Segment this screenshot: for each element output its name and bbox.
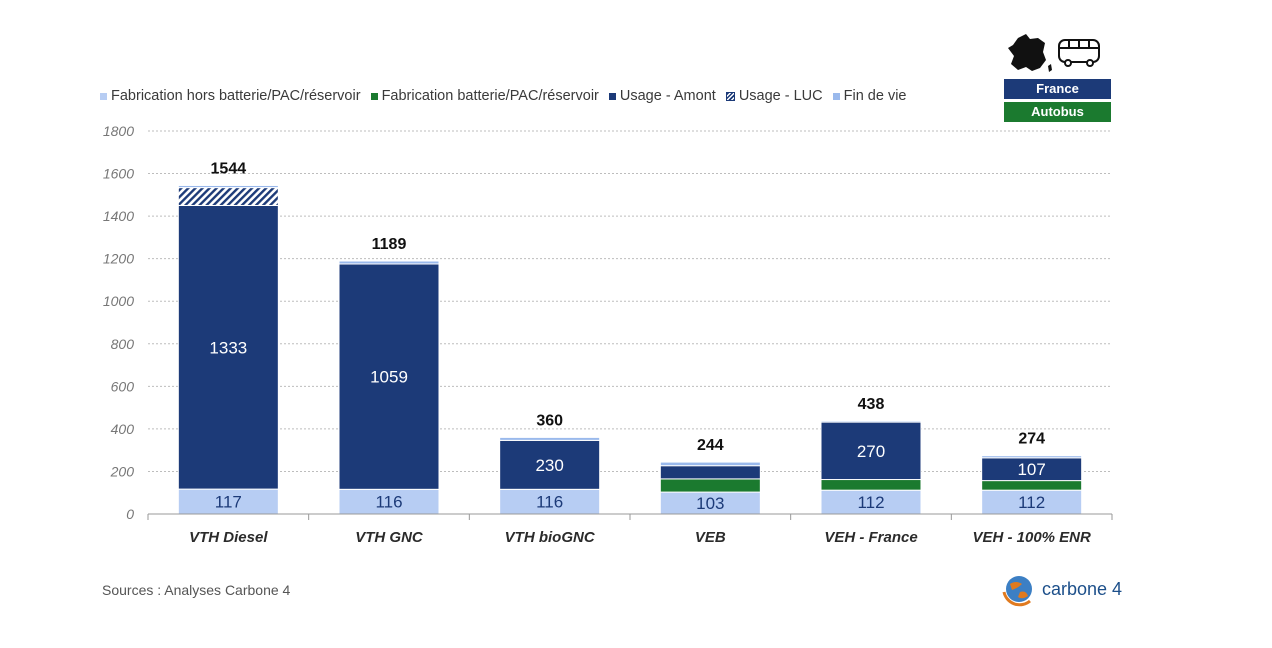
legend-item: Usage - LUC <box>725 88 823 104</box>
total-label: 274 <box>1018 431 1045 448</box>
data-label: 230 <box>535 456 563 475</box>
total-label: 1544 <box>211 160 247 177</box>
bar-segment-usage-amont-vth-diesel <box>177 204 279 490</box>
bar-segment-fin-de-vie-veh-france <box>820 420 922 423</box>
x-tick-label: VEH - 100% ENR <box>972 529 1091 546</box>
y-tick-label: 0 <box>126 506 134 522</box>
carbone4-logo: carbone 4 <box>1000 570 1122 608</box>
y-tick-label: 1000 <box>103 293 134 309</box>
legend-label: Usage - LUC <box>738 88 823 104</box>
x-tick-label: VTH Diesel <box>189 529 268 546</box>
data-label: 116 <box>375 493 402 512</box>
bus-icon <box>1058 39 1100 67</box>
y-tick-label: 800 <box>111 336 135 352</box>
data-label: 270 <box>857 442 885 461</box>
bar-segment-fabrication-batterie-pac-r-servoir-veb <box>659 478 761 493</box>
bar-segment-usage-luc-vth-diesel <box>177 187 279 206</box>
bar-segment-fin-de-vie-vth-biognc <box>499 436 601 441</box>
legend-label: Fabrication batterie/PAC/réservoir <box>381 88 599 104</box>
bar-segment-usage-amont-veb <box>659 465 761 480</box>
x-tick-label: VEH - France <box>824 529 917 546</box>
legend-swatch-fabrication-hors-batterie <box>100 92 107 100</box>
vehicle-badge: Autobus <box>1004 102 1111 122</box>
legend-swatch-usage-amont <box>608 92 616 100</box>
bar-segment-fin-de-vie-vth-gnc <box>338 260 440 265</box>
x-tick-label: VTH GNC <box>355 529 424 546</box>
carbone4-globe-icon <box>1002 576 1032 607</box>
bar-segment-fabrication-batterie-pac-r-servoir-veh-france <box>820 479 922 491</box>
legend-swatch-fin-de-vie <box>832 92 840 100</box>
legend-item: Fabrication batterie/PAC/réservoir <box>370 88 599 104</box>
y-tick-label: 400 <box>111 421 135 437</box>
data-label: 116 <box>536 493 563 512</box>
logo-text: carbone 4 <box>1042 578 1123 599</box>
legend-label: Fin de vie <box>843 88 907 104</box>
bar-segment-fabrication-batterie-pac-r-servoir-veh-100-enr <box>981 480 1083 491</box>
legend-swatch-usage-luc <box>725 91 735 101</box>
bar-segment-usage-amont-veh-france <box>820 421 922 481</box>
legend-label: Fabrication hors batterie/PAC/réservoir <box>111 88 361 104</box>
country-badge: France <box>1004 79 1111 99</box>
y-tick-label: 600 <box>111 378 135 394</box>
data-label: 117 <box>215 493 242 512</box>
context-icons <box>1004 30 1111 76</box>
data-label: 103 <box>696 494 724 513</box>
sources-note: Sources : Analyses Carbone 4 <box>102 582 291 598</box>
y-tick-label: 200 <box>110 463 135 479</box>
legend-label: Usage - Amont <box>619 88 716 104</box>
france-map-icon <box>1008 34 1052 72</box>
context-badges: France Autobus <box>1004 30 1111 122</box>
legend-item: Fabrication hors batterie/PAC/réservoir <box>100 88 361 104</box>
y-tick-label: 1400 <box>103 208 134 224</box>
legend-item: Usage - Amont <box>608 88 716 104</box>
y-tick-label: 1600 <box>103 166 134 182</box>
chart-legend: Fabrication hors batterie/PAC/réservoir … <box>100 88 907 104</box>
data-label: 107 <box>1017 460 1045 479</box>
data-label: 1333 <box>209 338 247 357</box>
legend-swatch-fabrication-batterie <box>370 92 378 100</box>
total-label: 360 <box>536 412 563 429</box>
x-tick-label: VTH bioGNC <box>505 529 596 546</box>
total-label: 438 <box>858 396 885 413</box>
bar-segment-fin-de-vie-vth-diesel <box>177 184 279 189</box>
bar-segment-usage-amont-vth-gnc <box>338 263 440 490</box>
y-tick-label: 1200 <box>103 251 134 267</box>
bar-segment-fin-de-vie-veh-100-enr <box>981 455 1083 459</box>
data-label: 112 <box>1018 493 1045 512</box>
bar-segment-fin-de-vie-veb <box>659 461 761 467</box>
total-label: 244 <box>697 437 724 454</box>
data-label: 1059 <box>370 368 408 387</box>
legend-item: Fin de vie <box>832 88 907 104</box>
x-tick-label: VEB <box>695 529 726 546</box>
y-tick-label: 1800 <box>103 123 134 139</box>
total-label: 1189 <box>372 236 407 253</box>
data-label: 112 <box>857 493 884 512</box>
